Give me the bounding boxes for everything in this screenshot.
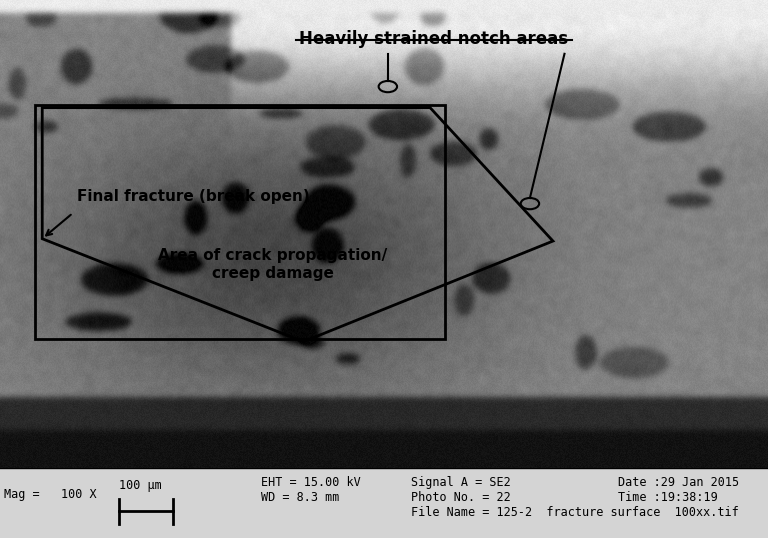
Text: EHT = 15.00 kV
WD = 8.3 mm: EHT = 15.00 kV WD = 8.3 mm — [261, 477, 361, 505]
Text: Area of crack propagation/
creep damage: Area of crack propagation/ creep damage — [158, 248, 387, 281]
Text: Mag =   100 X: Mag = 100 X — [4, 487, 97, 501]
Text: Date :29 Jan 2015
Time :19:38:19: Date :29 Jan 2015 Time :19:38:19 — [618, 477, 740, 505]
Text: 100 μm: 100 μm — [119, 479, 162, 492]
Text: Signal A = SE2
Photo No. = 22
File Name = 125-2  fracture surface  100xx.tif: Signal A = SE2 Photo No. = 22 File Name … — [411, 477, 739, 520]
Text: Final fracture (break open): Final fracture (break open) — [77, 189, 310, 203]
Text: Heavily strained notch areas: Heavily strained notch areas — [300, 31, 568, 48]
